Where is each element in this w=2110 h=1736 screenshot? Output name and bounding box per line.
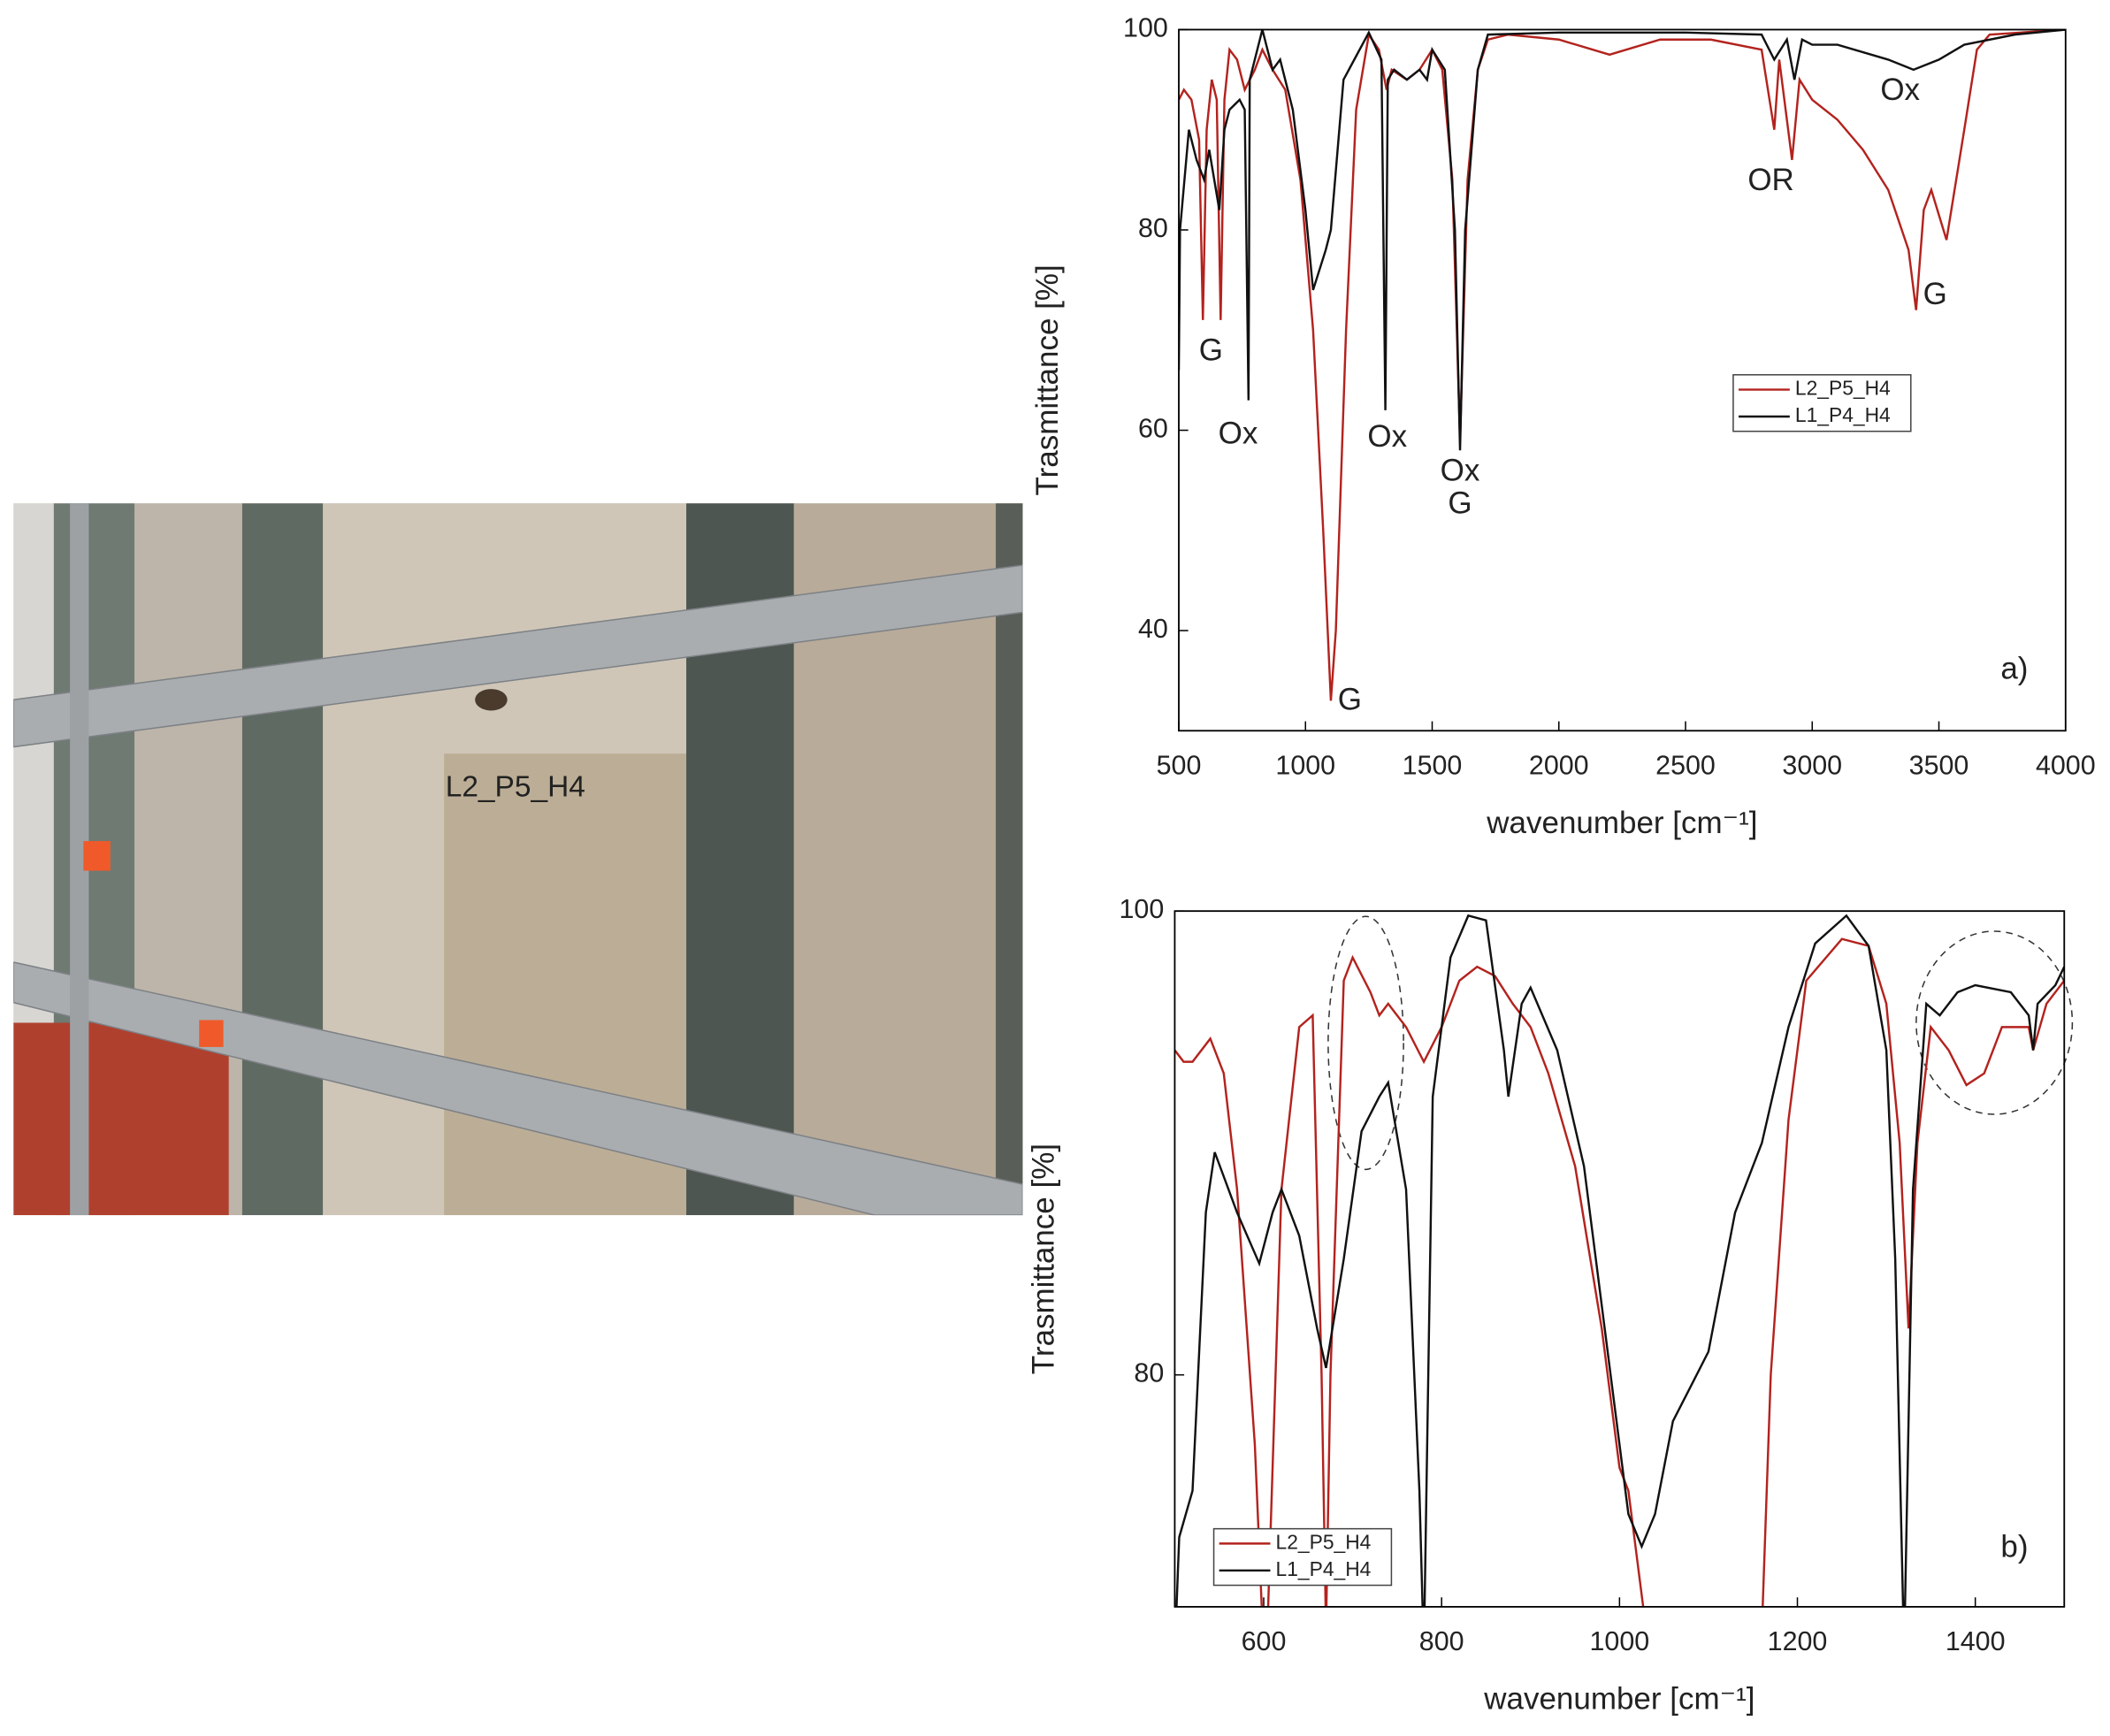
legend-label: L1_P4_H4 bbox=[1276, 1557, 1372, 1580]
annotation: G bbox=[1338, 683, 1362, 717]
photo: L2_P5_H4 bbox=[13, 503, 1023, 1216]
x-tick-label: 2500 bbox=[1655, 750, 1716, 780]
y-tick-label: 80 bbox=[1138, 213, 1168, 243]
annotation: G bbox=[1923, 277, 1947, 311]
x-tick-label: 800 bbox=[1419, 1626, 1464, 1656]
legend-label: L1_P4_H4 bbox=[1795, 403, 1891, 426]
highlight-ellipse bbox=[1327, 915, 1404, 1171]
annotation: Ox bbox=[1367, 419, 1407, 454]
legend-label: L2_P5_H4 bbox=[1795, 377, 1891, 400]
y-tick-label: 100 bbox=[1123, 13, 1168, 43]
x-tick-label: 4000 bbox=[2036, 750, 2096, 780]
photo-label: L2_P5_H4 bbox=[446, 771, 585, 804]
y-tick-label: 60 bbox=[1138, 414, 1168, 444]
x-axis-label: wavenumber [cm⁻¹] bbox=[1486, 806, 1757, 840]
series-line bbox=[1178, 29, 2066, 701]
x-tick-label: 1400 bbox=[1946, 1626, 2006, 1656]
plot-frame bbox=[1173, 910, 2066, 1608]
y-axis-label: Trasmittance [%] bbox=[1030, 264, 1065, 495]
y-axis-label: Trasmittance [%] bbox=[1027, 1143, 1061, 1374]
annotation: Ox bbox=[1441, 453, 1480, 487]
annotation: G bbox=[1448, 486, 1472, 521]
series-line bbox=[1175, 914, 2065, 1607]
x-tick-label: 1500 bbox=[1403, 750, 1463, 780]
plot-lines bbox=[1174, 914, 2065, 1607]
x-tick-label: 600 bbox=[1242, 1626, 1287, 1656]
x-tick-label: 1200 bbox=[1768, 1626, 1828, 1656]
x-tick-label: 1000 bbox=[1275, 750, 1335, 780]
plot-lines bbox=[1178, 29, 2066, 701]
legend-label: L2_P5_H4 bbox=[1276, 1530, 1372, 1553]
legend-box bbox=[1732, 374, 1912, 432]
series-line bbox=[1174, 937, 2065, 1607]
y-tick-label: 80 bbox=[1134, 1358, 1164, 1388]
y-tick-label: 40 bbox=[1138, 614, 1168, 644]
series-line bbox=[1178, 29, 2066, 451]
annotation: G bbox=[1199, 333, 1223, 367]
x-tick-label: 3000 bbox=[1782, 750, 1842, 780]
x-tick-label: 2000 bbox=[1529, 750, 1589, 780]
annotation: b) bbox=[2000, 1530, 2028, 1564]
x-tick-label: 500 bbox=[1157, 750, 1202, 780]
x-tick-label: 1000 bbox=[1590, 1626, 1650, 1656]
plot-frame bbox=[1178, 28, 2067, 732]
legend-box bbox=[1212, 1527, 1393, 1587]
x-axis-label: wavenumber [cm⁻¹] bbox=[1483, 1682, 1755, 1717]
annotation: a) bbox=[2000, 652, 2028, 686]
highlight-ellipse bbox=[1915, 930, 2074, 1115]
y-tick-label: 100 bbox=[1119, 894, 1164, 924]
annotation: Ox bbox=[1880, 73, 1920, 107]
annotation: Ox bbox=[1219, 416, 1258, 450]
x-tick-label: 3500 bbox=[1909, 750, 1969, 780]
annotation: OR bbox=[1747, 163, 1793, 197]
